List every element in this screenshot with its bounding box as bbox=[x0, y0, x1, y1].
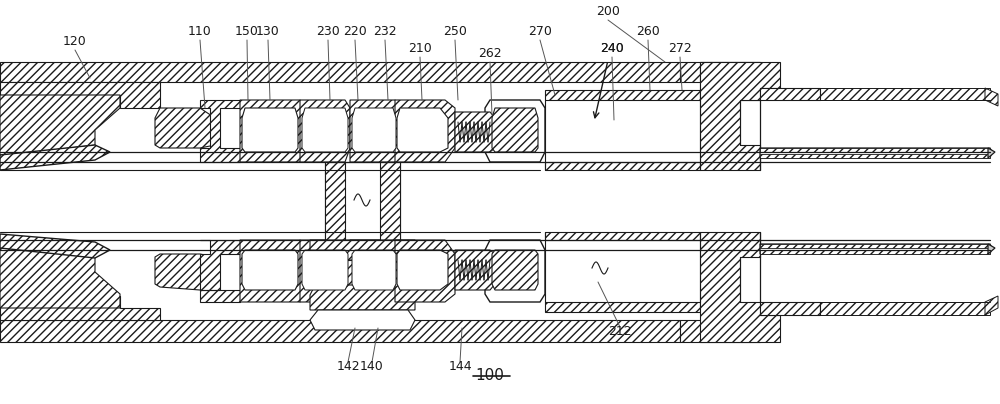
Polygon shape bbox=[545, 90, 700, 100]
Polygon shape bbox=[700, 82, 760, 100]
Polygon shape bbox=[455, 250, 495, 290]
Polygon shape bbox=[302, 250, 348, 290]
Polygon shape bbox=[455, 112, 495, 152]
Polygon shape bbox=[240, 240, 305, 302]
Polygon shape bbox=[352, 108, 396, 152]
Polygon shape bbox=[395, 240, 455, 302]
Polygon shape bbox=[330, 260, 395, 285]
Polygon shape bbox=[760, 250, 990, 254]
Text: 240: 240 bbox=[600, 42, 624, 55]
Polygon shape bbox=[545, 232, 700, 240]
Polygon shape bbox=[988, 148, 995, 158]
Text: 250: 250 bbox=[443, 25, 467, 38]
Polygon shape bbox=[325, 162, 400, 240]
Text: 200: 200 bbox=[596, 5, 620, 18]
Polygon shape bbox=[485, 240, 545, 302]
Polygon shape bbox=[760, 154, 990, 158]
Polygon shape bbox=[350, 100, 400, 162]
Text: 240: 240 bbox=[600, 42, 624, 55]
Polygon shape bbox=[310, 285, 415, 310]
Polygon shape bbox=[200, 240, 240, 302]
Polygon shape bbox=[397, 250, 448, 290]
Polygon shape bbox=[0, 62, 680, 82]
Text: 110: 110 bbox=[188, 25, 212, 38]
Text: 150: 150 bbox=[235, 25, 259, 38]
Polygon shape bbox=[397, 108, 448, 152]
Polygon shape bbox=[700, 62, 780, 170]
Text: 100: 100 bbox=[476, 368, 504, 383]
Polygon shape bbox=[352, 250, 396, 290]
Text: 140: 140 bbox=[360, 360, 384, 373]
Polygon shape bbox=[380, 162, 400, 240]
Polygon shape bbox=[310, 310, 415, 330]
Text: 232: 232 bbox=[373, 25, 397, 38]
Polygon shape bbox=[760, 244, 992, 254]
Text: 212: 212 bbox=[608, 325, 632, 338]
Polygon shape bbox=[350, 240, 400, 302]
Polygon shape bbox=[0, 82, 160, 108]
Text: 270: 270 bbox=[528, 25, 552, 38]
Polygon shape bbox=[760, 148, 990, 152]
Text: 142: 142 bbox=[336, 360, 360, 373]
Polygon shape bbox=[0, 248, 120, 308]
Polygon shape bbox=[820, 302, 990, 315]
Polygon shape bbox=[985, 88, 998, 106]
Polygon shape bbox=[310, 240, 415, 260]
Polygon shape bbox=[485, 100, 545, 162]
Polygon shape bbox=[200, 100, 240, 162]
Polygon shape bbox=[545, 302, 700, 312]
Polygon shape bbox=[242, 108, 298, 152]
Polygon shape bbox=[492, 250, 538, 290]
Polygon shape bbox=[760, 302, 820, 315]
Polygon shape bbox=[492, 108, 538, 152]
Polygon shape bbox=[395, 100, 455, 162]
Text: 210: 210 bbox=[408, 42, 432, 55]
Polygon shape bbox=[155, 108, 215, 148]
Polygon shape bbox=[700, 232, 780, 342]
Polygon shape bbox=[545, 162, 700, 170]
Polygon shape bbox=[820, 88, 990, 100]
Polygon shape bbox=[0, 234, 110, 258]
Polygon shape bbox=[680, 320, 760, 342]
Text: 230: 230 bbox=[316, 25, 340, 38]
Polygon shape bbox=[680, 62, 760, 82]
Text: 144: 144 bbox=[448, 360, 472, 373]
Text: 130: 130 bbox=[256, 25, 280, 38]
Polygon shape bbox=[242, 250, 298, 290]
Polygon shape bbox=[0, 95, 120, 155]
Polygon shape bbox=[988, 244, 995, 254]
Polygon shape bbox=[155, 254, 215, 290]
Polygon shape bbox=[325, 162, 345, 240]
Polygon shape bbox=[700, 62, 760, 82]
Text: 272: 272 bbox=[668, 42, 692, 55]
Polygon shape bbox=[760, 148, 992, 158]
Polygon shape bbox=[302, 108, 348, 152]
Text: 220: 220 bbox=[343, 25, 367, 38]
Text: 120: 120 bbox=[63, 35, 87, 48]
Polygon shape bbox=[300, 240, 350, 302]
Polygon shape bbox=[0, 320, 680, 342]
Polygon shape bbox=[0, 145, 110, 170]
Polygon shape bbox=[240, 100, 305, 162]
Polygon shape bbox=[300, 100, 350, 162]
Polygon shape bbox=[0, 296, 160, 320]
Polygon shape bbox=[760, 244, 990, 248]
Polygon shape bbox=[985, 296, 998, 315]
Text: 262: 262 bbox=[478, 47, 502, 60]
Text: 260: 260 bbox=[636, 25, 660, 38]
Polygon shape bbox=[760, 88, 820, 100]
